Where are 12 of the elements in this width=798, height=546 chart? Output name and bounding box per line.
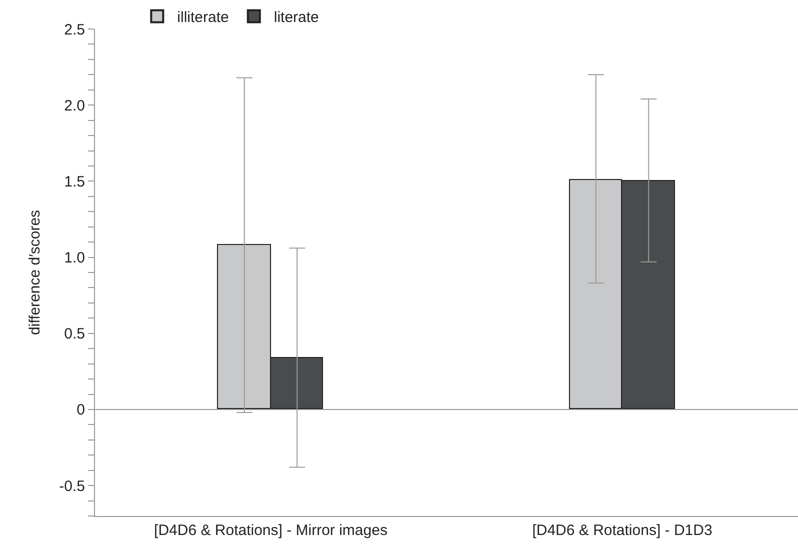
x-tick-label: [D4D6 & Rotations] - Mirror images bbox=[154, 522, 388, 539]
y-tick-label: 0 bbox=[76, 402, 85, 419]
y-tick-label: -0.5 bbox=[59, 478, 85, 495]
y-tick-label: 2.5 bbox=[64, 21, 85, 38]
y-tick-label: 0.5 bbox=[64, 326, 85, 343]
y-tick-label: 2.0 bbox=[64, 97, 85, 114]
y-axis-title: difference d′scores bbox=[26, 210, 44, 336]
x-tick-label: [D4D6 & Rotations] - D1D3 bbox=[532, 522, 712, 539]
y-tick-label: 1.5 bbox=[64, 173, 85, 190]
y-tick-label: 1.0 bbox=[64, 250, 85, 267]
legend-label: literate bbox=[274, 9, 319, 26]
legend-label: illiterate bbox=[177, 9, 229, 26]
